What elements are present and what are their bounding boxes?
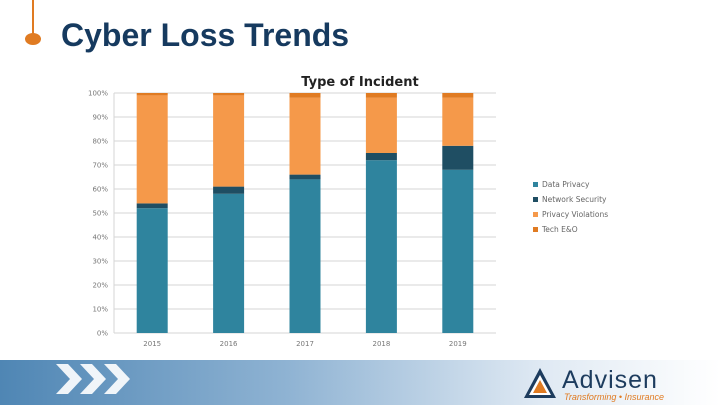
legend: Data Privacy Network Security Privacy Viol…: [533, 180, 608, 234]
bar-segment: [213, 93, 245, 96]
x-tick-label: 2018: [372, 340, 390, 348]
triangle-logo-icon: [524, 368, 556, 398]
legend-label: Privacy Violations: [542, 210, 608, 219]
y-tick-label: 90%: [92, 114, 108, 122]
legend-label: Tech E&O: [541, 225, 578, 234]
legend-label: Data Privacy: [542, 180, 590, 189]
bar-segment: [136, 203, 168, 209]
axes: 0% 10% 20% 30% 40% 50% 60% 70% 80% 90% 100% 2015 201…: [88, 90, 467, 349]
y-tick-label: 40%: [92, 234, 108, 242]
bars: [136, 93, 474, 333]
bar-segment: [213, 193, 245, 333]
accent-line: [32, 0, 34, 34]
bar-segment: [365, 93, 397, 98]
y-tick-label: 50%: [92, 210, 108, 218]
legend-label: Network Security: [542, 195, 607, 204]
bar-segment: [136, 95, 168, 204]
logo-wordmark: Advisen: [562, 366, 658, 394]
bar-segment: [365, 97, 397, 153]
legend-swatch: [533, 197, 538, 202]
y-tick-label: 100%: [88, 90, 108, 98]
legend-swatch: [533, 227, 538, 232]
y-tick-label: 80%: [92, 138, 108, 146]
x-tick-label: 2015: [143, 340, 161, 348]
bar-segment: [442, 93, 474, 98]
x-tick-label: 2017: [296, 340, 314, 348]
bar-segment: [289, 174, 321, 180]
y-tick-label: 70%: [92, 162, 108, 170]
bar-segment: [365, 160, 397, 333]
legend-swatch: [533, 182, 538, 187]
y-tick-label: 10%: [92, 306, 108, 314]
bar-segment: [365, 153, 397, 161]
stacked-bar-chart: Type of Incident 0% 10% 20% 30% 40% 50% 60% 70%…: [88, 75, 608, 349]
x-tick-label: 2019: [449, 340, 467, 348]
y-tick-label: 20%: [92, 282, 108, 290]
bar-segment: [289, 97, 321, 175]
bar-segment: [213, 186, 245, 194]
y-tick-label: 60%: [92, 186, 108, 194]
bar-segment: [289, 179, 321, 333]
legend-swatch: [533, 212, 538, 217]
x-tick-label: 2016: [220, 340, 238, 348]
y-tick-label: 30%: [92, 258, 108, 266]
chevron-arrows-icon: [56, 364, 130, 394]
bar-segment: [289, 93, 321, 98]
company-logo: Advisen Transforming • Insurance: [522, 364, 692, 404]
logo-tagline: Transforming • Insurance: [564, 392, 665, 402]
y-tick-label: 0%: [97, 330, 108, 338]
accent-dot: [25, 33, 41, 45]
bar-segment: [213, 95, 245, 187]
bar-segment: [442, 145, 474, 170]
chart-title: Type of Incident: [301, 75, 418, 90]
bar-segment: [442, 169, 474, 333]
bar-segment: [136, 93, 168, 96]
slide-title: Cyber Loss Trends: [61, 17, 350, 53]
bar-segment: [442, 97, 474, 146]
bar-segment: [136, 208, 168, 333]
